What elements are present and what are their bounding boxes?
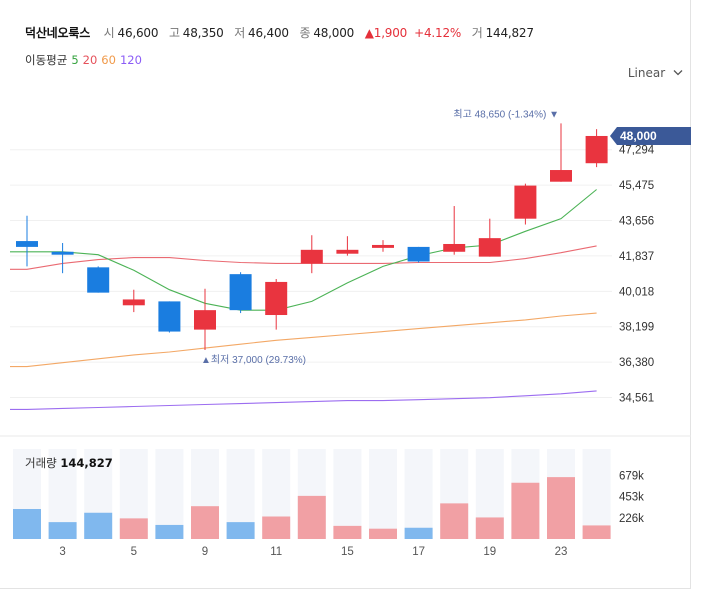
- volume-bar: [404, 527, 433, 539]
- scale-label: Linear: [627, 66, 666, 80]
- price-tick-label: 45,475: [619, 180, 654, 192]
- ma-legend[interactable]: 이동평균 5 20 60 120: [25, 52, 146, 68]
- ma60-line: [10, 312, 597, 368]
- volume-panel-title: 거래량 144,827: [25, 455, 113, 471]
- ma120-line: [10, 390, 597, 410]
- chart-frame: [0, 0, 691, 589]
- price-tick-label: 43,656: [619, 216, 654, 228]
- scale-dropdown[interactable]: Linear: [627, 66, 683, 80]
- stock-name: 덕산네오룩스: [25, 26, 91, 40]
- candle-body: [372, 244, 394, 248]
- volume-bar: [297, 495, 326, 539]
- price-tick-label: 47,294: [619, 145, 655, 157]
- price-tick-label: 38,199: [619, 322, 654, 334]
- volume-bar: [547, 477, 575, 539]
- volume-background-bar: [369, 449, 397, 539]
- volume-background-bar: [582, 449, 611, 539]
- price-tick-label: 40,018: [619, 286, 654, 298]
- ma-legend-120: 120: [119, 53, 142, 67]
- ma20-line: [10, 245, 597, 270]
- volume-bar: [262, 516, 291, 539]
- max-price-annotation: 최고 48,650 (-1.34%) ▼: [453, 108, 559, 120]
- candle-body: [550, 170, 572, 182]
- volume-tick-label: 453k: [619, 492, 644, 504]
- ma-legend-60: 60: [101, 53, 116, 67]
- candle-body: [16, 241, 38, 247]
- low-label: 저: [234, 26, 246, 40]
- change-value: ▲1,900: [364, 26, 408, 40]
- candle-body: [158, 301, 181, 332]
- volume-bar: [84, 512, 113, 539]
- candle-body: [87, 267, 110, 293]
- high-value: 48,350: [182, 26, 224, 40]
- candle-body: [194, 310, 216, 330]
- chevron-down-icon: [673, 70, 683, 76]
- volume-bar: [333, 525, 362, 539]
- price-tick-label: 41,837: [619, 251, 654, 263]
- close-label: 종: [299, 26, 311, 40]
- volume-background-bar: [333, 449, 362, 539]
- volume-value: 144,827: [485, 26, 534, 40]
- quote-header: 덕산네오룩스 시 46,600 고 48,350 저 46,400 종 48,000 ▲…: [25, 24, 541, 41]
- x-tick-label: 19: [483, 546, 496, 558]
- volume-bar: [511, 482, 540, 539]
- volume-bar: [13, 509, 41, 539]
- open-label: 시: [103, 26, 115, 40]
- x-tick-label: 23: [555, 546, 568, 558]
- min-price-annotation: ▲최저 37,000 (29.73%): [201, 354, 306, 366]
- x-tick-label: 5: [131, 546, 137, 558]
- volume-bar: [191, 506, 219, 539]
- volume-bar: [155, 524, 184, 539]
- current-price-label: 48,000: [620, 129, 657, 143]
- candle-body: [443, 243, 466, 252]
- volume-bar: [475, 517, 504, 539]
- volume-bar: [369, 528, 397, 539]
- open-value: 46,600: [117, 26, 159, 40]
- ma-legend-5: 5: [71, 53, 79, 67]
- high-label: 고: [168, 26, 180, 40]
- current-price-tag: [610, 126, 691, 145]
- price-tick-label: 36,380: [619, 357, 654, 369]
- volume-label: 거: [471, 26, 483, 40]
- volume-background-bar: [155, 449, 184, 539]
- volume-title-value: 144,827: [60, 456, 113, 470]
- price-tick-label: 34,561: [619, 393, 654, 405]
- volume-bar: [226, 522, 255, 539]
- volume-title-label: 거래량: [25, 456, 57, 470]
- candle-body: [407, 246, 430, 262]
- candle-body: [51, 251, 74, 255]
- volume-bar: [440, 503, 469, 539]
- volume-background-bar: [404, 449, 433, 539]
- x-tick-label: 9: [202, 546, 208, 558]
- candle-body: [585, 135, 608, 164]
- x-tick-label: 3: [59, 546, 65, 558]
- close-value: 48,000: [313, 26, 355, 40]
- candle-body: [265, 281, 288, 316]
- low-value: 46,400: [248, 26, 289, 40]
- candle-body: [300, 249, 323, 264]
- x-tick-label: 15: [341, 546, 354, 558]
- x-tick-label: 17: [412, 546, 425, 558]
- candle-body: [478, 238, 501, 257]
- volume-bar: [119, 518, 148, 539]
- candle-body: [336, 249, 359, 254]
- volume-bar: [582, 525, 611, 539]
- x-tick-label: 11: [270, 546, 282, 558]
- change-pct: +4.12%: [414, 26, 462, 40]
- candle-body: [122, 299, 145, 306]
- candle-body: [229, 274, 252, 311]
- volume-tick-label: 226k: [619, 513, 644, 525]
- ma-legend-title: 이동평균: [25, 53, 68, 67]
- volume-bar: [48, 522, 77, 539]
- candle-body: [514, 185, 537, 219]
- volume-tick-label: 679k: [619, 470, 644, 482]
- ma-legend-20: 20: [82, 53, 98, 67]
